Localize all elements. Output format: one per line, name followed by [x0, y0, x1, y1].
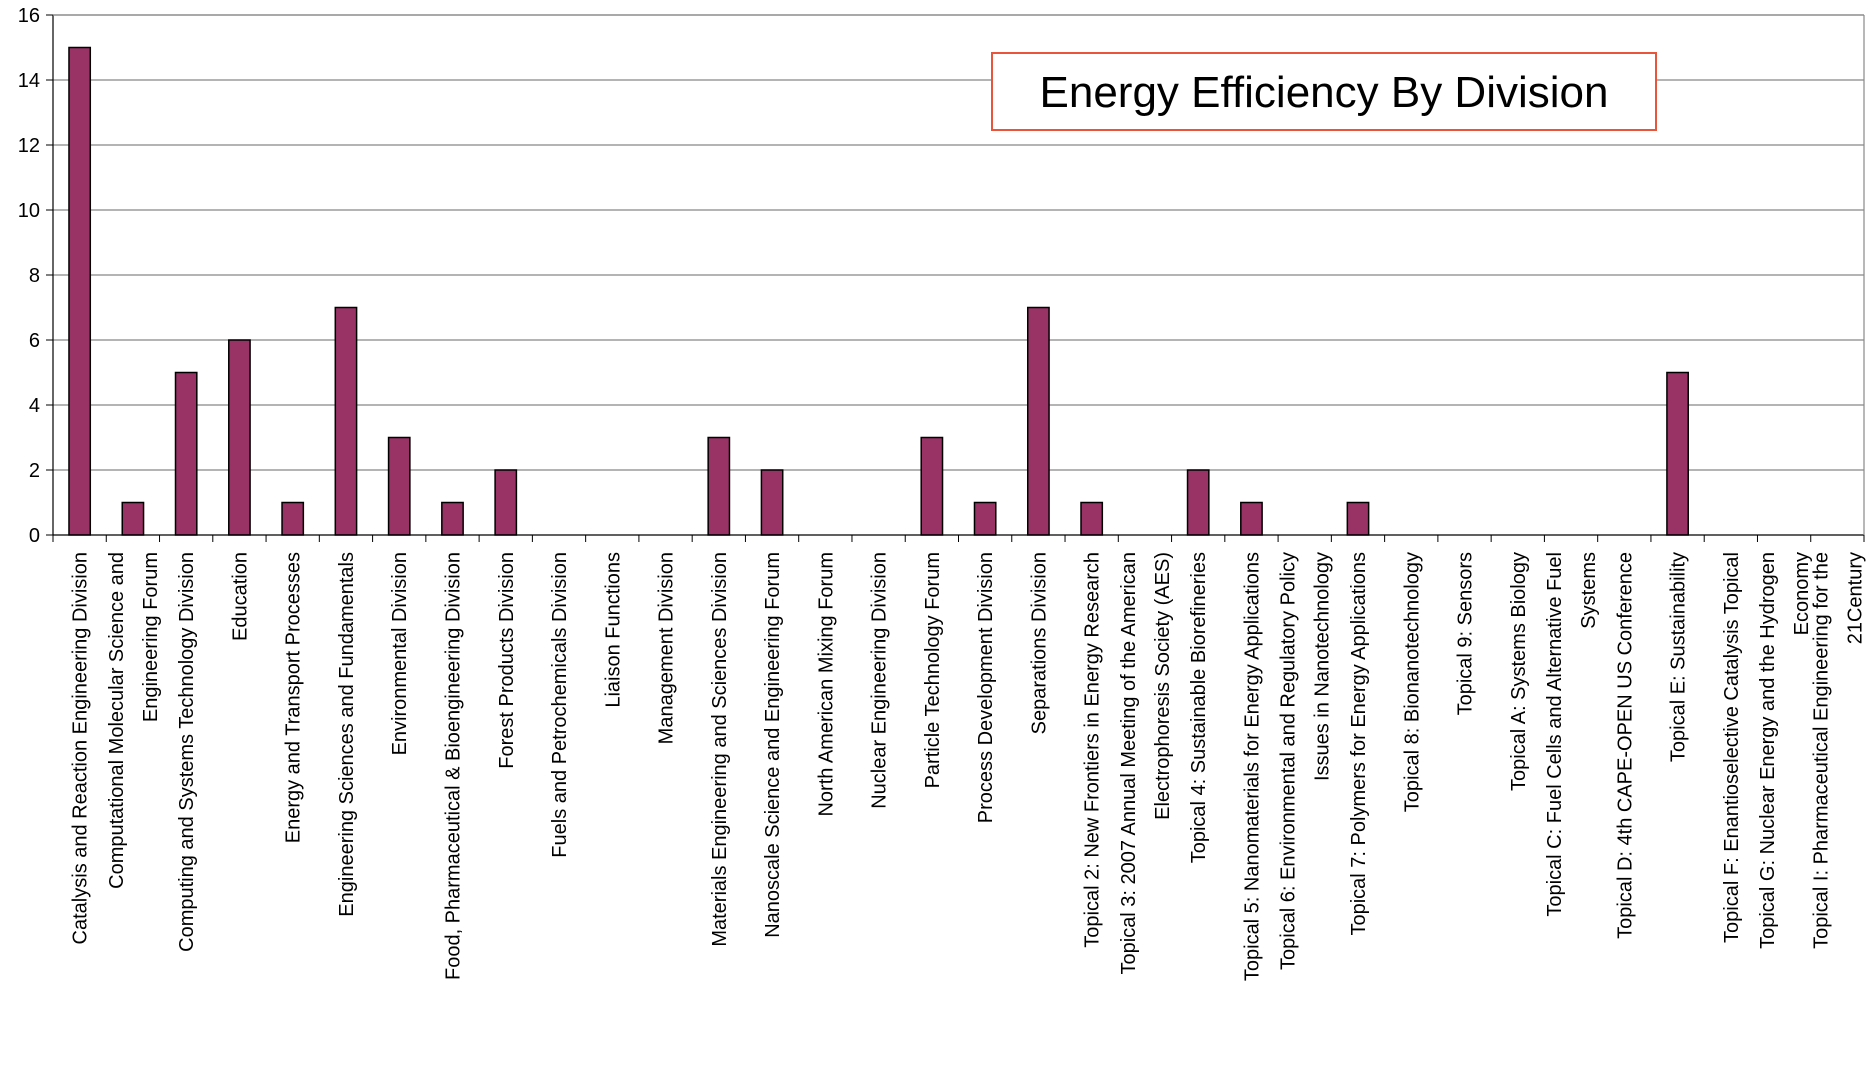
- x-category-label: Engineering Sciences and Fundamentals: [336, 552, 358, 917]
- x-category-label: Materials Engineering and Sciences Divis…: [709, 552, 731, 947]
- x-category-label: Computing and Systems Technology Divisio…: [176, 552, 198, 952]
- x-category-label: Computational Molecular Science and: [106, 552, 128, 889]
- x-category-label: Liaison Functions: [602, 552, 624, 708]
- bar: [1080, 501, 1104, 536]
- x-category-label: Topical F: Enantioselective Catalysis To…: [1721, 552, 1743, 943]
- x-category-label: Fuels and Petrochemicals Division: [549, 552, 571, 858]
- x-category-label: Process Development Division: [975, 552, 997, 823]
- bar: [494, 469, 518, 536]
- x-category-label: Topical 9: Sensors: [1455, 552, 1477, 715]
- y-tick-label: 12: [18, 135, 40, 157]
- x-category-label: Systems: [1578, 552, 1600, 629]
- y-tick-label: 6: [29, 330, 40, 352]
- x-category-label: Economy: [1791, 552, 1813, 635]
- x-category-label: Nuclear Engineering Division: [869, 552, 891, 809]
- x-category-label: Topical D: 4th CAPE-OPEN US Conference: [1614, 552, 1636, 939]
- title-border: [991, 52, 1657, 131]
- x-category-label: Topical I: Pharmaceutical Engineering fo…: [1810, 552, 1832, 949]
- x-category-label: Topical 7: Polymers for Energy Applicati…: [1348, 552, 1370, 936]
- x-category-label: 21Century: [1844, 552, 1866, 644]
- bar: [1026, 306, 1050, 536]
- bar: [1240, 501, 1263, 536]
- x-category-label: Topical E: Sustainability: [1668, 552, 1690, 762]
- x-category-label: Engineering Forum: [140, 552, 162, 722]
- x-category-label: Particle Technology Forum: [922, 552, 944, 788]
- bar: [441, 501, 464, 536]
- bar: [760, 469, 784, 536]
- x-category-label: Topical 5: Nanomaterials for Energy Appl…: [1241, 552, 1263, 981]
- x-category-label: North American Mixing Forum: [815, 552, 837, 817]
- bar: [707, 436, 731, 536]
- bar: [1346, 501, 1370, 536]
- y-axis-ticks: 0 2 4 6 8 10 12 14 16: [18, 5, 53, 547]
- bar: [121, 501, 145, 536]
- bar: [334, 306, 358, 536]
- bar: [920, 436, 944, 536]
- bar: [281, 501, 305, 536]
- x-axis-labels: Catalysis and Reaction Engineering Divis…: [70, 552, 1867, 981]
- x-category-label: Topical C: Fuel Cells and Alternative Fu…: [1544, 552, 1566, 917]
- x-category-label: Separations Division: [1028, 552, 1050, 734]
- axes: [52, 14, 1865, 542]
- x-category-label: Energy and Transport Processes: [283, 552, 305, 843]
- bar: [387, 436, 411, 536]
- x-category-label: Topical 4: Sustainable Biorefineries: [1188, 552, 1210, 863]
- x-category-label: Topical A: Systems Biology: [1508, 552, 1530, 791]
- x-category-label: Topical 3: 2007 Annual Meeting of the Am…: [1118, 552, 1140, 975]
- bar: [68, 46, 92, 536]
- bar: [228, 339, 251, 536]
- x-category-label: Nanoscale Science and Engineering Forum: [762, 552, 784, 938]
- x-category-label: Topical 8: Bionanotechnology: [1401, 552, 1423, 812]
- bar: [1666, 371, 1689, 536]
- chart-title-box: Energy Efficiency By Division: [991, 52, 1657, 131]
- y-tick-label: 0: [29, 525, 40, 547]
- y-tick-label: 14: [18, 70, 40, 92]
- x-category-label: Forest Products Division: [496, 552, 518, 769]
- x-category-label: Topical G: Nuclear Energy and the Hydrog…: [1757, 552, 1779, 949]
- x-category-label: Issues in Nanotechnology: [1312, 552, 1334, 781]
- x-category-label: Education: [229, 552, 251, 641]
- chart-title: Energy Efficiency By Division: [1040, 68, 1609, 117]
- bar: [973, 501, 997, 536]
- bar: [174, 371, 198, 536]
- y-tick-label: 10: [18, 200, 40, 222]
- y-tick-label: 16: [18, 5, 40, 27]
- x-category-label: Topical 6: Environmental and Regulatory …: [1278, 552, 1300, 970]
- y-tick-label: 2: [29, 460, 40, 482]
- x-category-label: Catalysis and Reaction Engineering Divis…: [70, 552, 92, 944]
- y-tick-label: 8: [29, 265, 40, 287]
- x-category-label: Topical 2: New Frontiers in Energy Resea…: [1082, 552, 1104, 948]
- x-category-label: Food, Pharmaceutical & Bioengineering Di…: [442, 552, 464, 980]
- x-category-label: Environmental Division: [389, 552, 411, 755]
- bar: [1186, 469, 1210, 536]
- x-category-label: Management Division: [656, 552, 678, 744]
- x-category-label: Electrophoresis Society (AES): [1152, 552, 1174, 820]
- y-tick-label: 4: [29, 395, 40, 417]
